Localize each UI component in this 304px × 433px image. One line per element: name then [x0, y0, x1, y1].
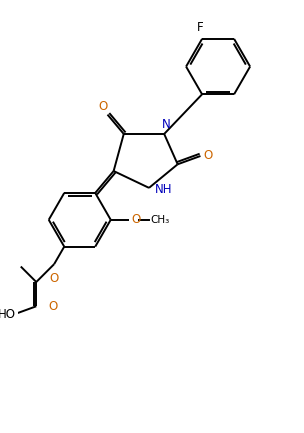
- Text: O: O: [131, 213, 140, 226]
- Text: CH₃: CH₃: [150, 215, 169, 225]
- Text: HO: HO: [0, 308, 16, 321]
- Text: O: O: [99, 100, 108, 113]
- Text: NH: NH: [155, 183, 173, 196]
- Text: O: O: [50, 271, 59, 284]
- Text: O: O: [48, 300, 57, 313]
- Text: F: F: [197, 21, 204, 34]
- Text: N: N: [161, 118, 170, 131]
- Text: O: O: [204, 149, 213, 162]
